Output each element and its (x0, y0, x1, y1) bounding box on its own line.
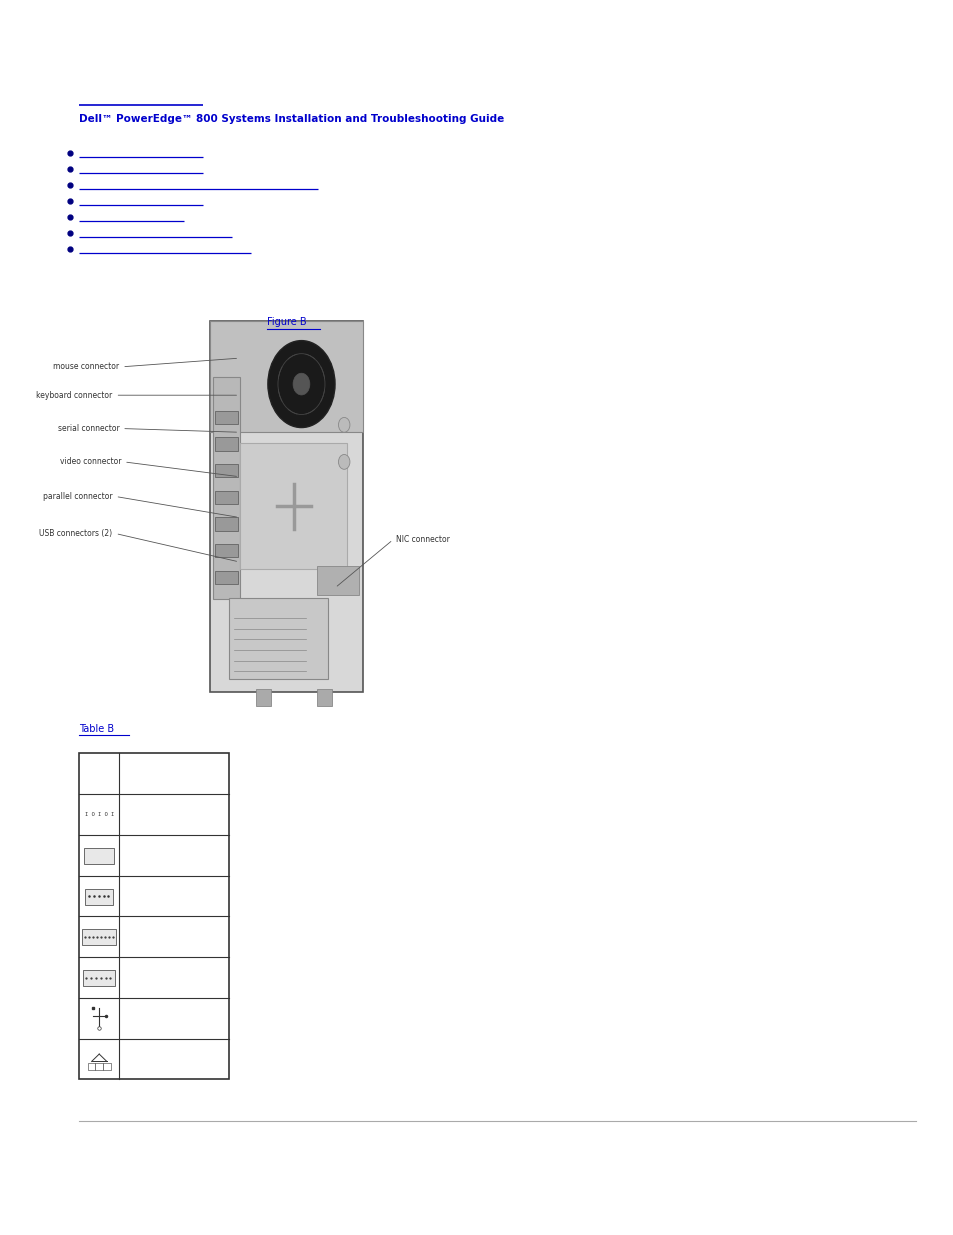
Text: USB connectors (2): USB connectors (2) (39, 529, 112, 538)
Bar (214, 464, 237, 478)
Bar (316, 689, 332, 706)
Circle shape (293, 373, 310, 395)
Bar (210, 321, 362, 692)
Circle shape (268, 341, 335, 427)
Bar (229, 598, 328, 679)
Bar (88, 1062, 95, 1070)
Circle shape (338, 454, 350, 469)
Bar (83, 971, 115, 986)
Bar (103, 1062, 111, 1070)
Text: Figure B: Figure B (267, 317, 313, 327)
Text: mouse connector: mouse connector (53, 362, 119, 372)
Text: parallel connector: parallel connector (43, 492, 112, 501)
Bar (79, 753, 229, 1079)
Bar (85, 889, 113, 904)
Text: I O I O I: I O I O I (85, 811, 113, 818)
Bar (95, 1062, 103, 1070)
Circle shape (338, 417, 350, 432)
Bar (210, 321, 362, 432)
Bar (214, 410, 237, 424)
Bar (214, 490, 237, 504)
Bar (84, 847, 114, 864)
Bar (255, 689, 271, 706)
Bar (214, 517, 237, 531)
Bar (214, 437, 237, 451)
Text: Dell™ PowerEdge™ 800 Systems Installation and Troubleshooting Guide: Dell™ PowerEdge™ 800 Systems Installatio… (79, 114, 504, 124)
Bar (214, 543, 237, 557)
Bar (82, 930, 116, 946)
Text: serial connector: serial connector (57, 424, 119, 433)
Text: Table B: Table B (79, 724, 120, 734)
Bar (240, 443, 347, 569)
Bar (316, 566, 359, 595)
Text: keyboard connector: keyboard connector (36, 390, 112, 400)
Bar (213, 377, 240, 599)
Bar (214, 571, 237, 584)
Text: video connector: video connector (60, 457, 121, 467)
Text: NIC connector: NIC connector (395, 535, 449, 545)
